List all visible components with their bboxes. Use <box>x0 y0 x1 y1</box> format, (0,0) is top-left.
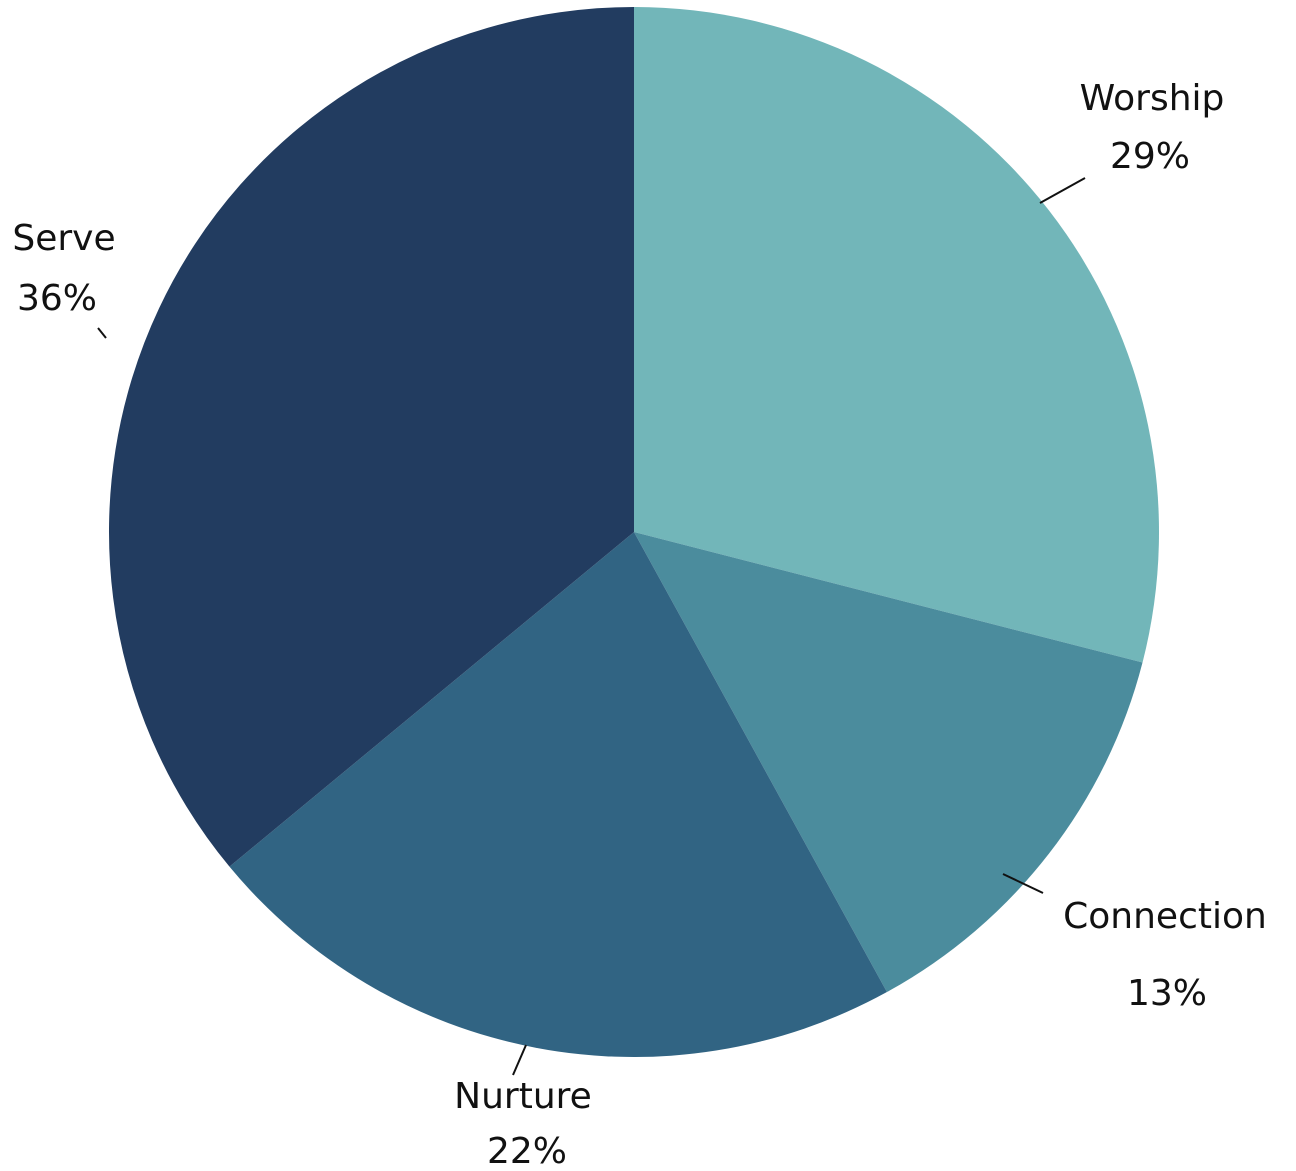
slice-value-label-nurture: 22% <box>487 1131 567 1171</box>
slice-name-label-worship: Worship <box>1080 78 1225 119</box>
slice-name-label-serve: Serve <box>12 218 115 259</box>
slice-labels: Worship 29% Connection 13% Nurture 22% Serve 36… <box>12 78 1266 1171</box>
pie-slices <box>108 7 1160 1057</box>
pie-slice-nurture <box>229 532 887 1057</box>
leader-line-connection <box>1002 873 1044 894</box>
pie-slice-worship <box>634 7 1160 663</box>
pie-slice-connection <box>634 532 1143 993</box>
leader-lines <box>97 177 1086 1076</box>
slice-value-label-serve: 36% <box>17 278 97 319</box>
slice-name-label-connection: Connection <box>1063 896 1267 937</box>
leader-line-serve <box>97 327 107 339</box>
leader-line-worship <box>1039 177 1086 204</box>
pie-slice-serve <box>108 7 635 867</box>
leader-line-nurture <box>512 1044 527 1076</box>
slice-value-label-worship: 29% <box>1110 136 1190 177</box>
slice-name-label-nurture: Nurture <box>454 1076 592 1117</box>
slice-value-label-connection: 13% <box>1127 973 1207 1014</box>
